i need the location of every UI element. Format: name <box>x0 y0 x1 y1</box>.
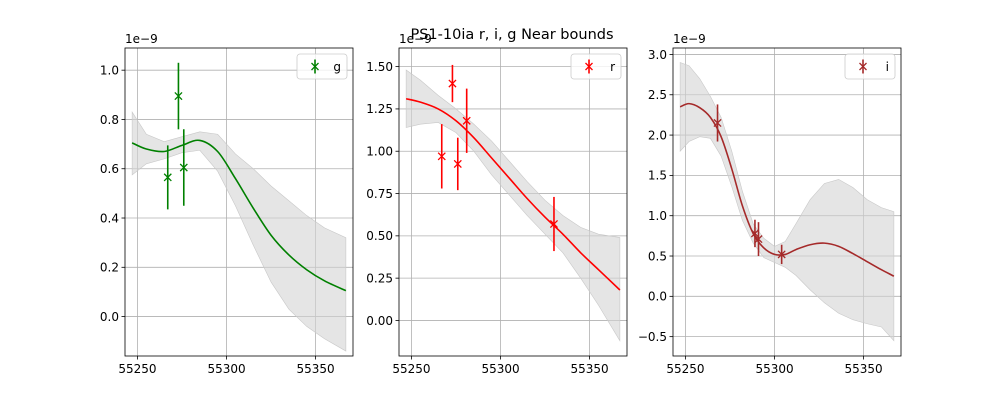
data-point-r-1 <box>448 64 457 103</box>
marker-g-1 <box>174 91 183 101</box>
y-tick-label-5: 1.0 <box>100 63 119 77</box>
marker-r-3 <box>462 116 471 125</box>
axes-frame-g <box>124 47 354 357</box>
y-tick-label-0: −0.5 <box>638 330 667 344</box>
confidence-band-i <box>679 62 895 342</box>
legend-box-i <box>844 53 896 80</box>
legend-label-i: i <box>886 60 889 74</box>
confidence-band-g <box>131 111 347 352</box>
panel-r: 55250 55300 55350 0.00 0.25 0.50 0.75 1.00 1.25 1… <box>366 32 628 376</box>
y-tick-label-6: 1.50 <box>366 60 393 74</box>
data-point-r-2 <box>453 137 462 191</box>
panel-i: 55250 55300 55350 −0.5 0.0 0.5 1.0 1.5 2.0 2.5 3.0… <box>638 32 902 376</box>
marker-r-1 <box>448 79 457 88</box>
y-tick-label-4: 0.8 <box>100 113 119 127</box>
data-point-i-2 <box>754 222 763 257</box>
data-point-r-0 <box>437 124 446 189</box>
x-tick-label-0: 55250 <box>118 362 156 376</box>
plot-area-i <box>679 62 895 342</box>
y-tick-label-7: 3.0 <box>648 48 667 62</box>
fit-line-i <box>679 102 895 277</box>
marker-r-4 <box>549 219 559 229</box>
y-tick-label-3: 0.75 <box>366 187 393 201</box>
legend-i: i <box>844 53 896 80</box>
y-tick-label-3: 1.0 <box>648 209 667 223</box>
x-tick-label-1: 55300 <box>755 362 793 376</box>
y-tick-label-2: 0.4 <box>100 211 119 225</box>
y-tick-label-6: 2.5 <box>648 88 667 102</box>
legend-box-g <box>296 53 348 80</box>
x-tick-label-2: 55350 <box>297 362 335 376</box>
x-tick-label-0: 55250 <box>392 362 430 376</box>
marker-r-0 <box>437 152 446 161</box>
y-offset-text-i: 1e−9 <box>673 32 706 46</box>
panels: 55250 55300 553500.00.20.40.60.81.01e−9g55… <box>100 32 902 376</box>
legend-r: r <box>570 53 622 80</box>
legend-g: g <box>296 53 348 80</box>
marker-g-2 <box>179 163 188 172</box>
data-point-g-1 <box>174 62 183 130</box>
data-point-r-4 <box>549 196 559 252</box>
y-tick-label-4: 1.5 <box>648 169 667 183</box>
x-tick-label-0: 55250 <box>666 362 704 376</box>
x-tick-label-2: 55350 <box>845 362 883 376</box>
y-tick-label-1: 0.0 <box>648 290 667 304</box>
legend-marker-r <box>585 62 593 71</box>
axes-frame-r <box>398 47 628 357</box>
legend-label-r: r <box>610 60 615 74</box>
x-tick-label-1: 55300 <box>207 362 245 376</box>
marker-i-2 <box>754 235 763 244</box>
figure-title: PS1-10ia r, i, g Near bounds <box>410 27 613 43</box>
x-tick-label-1: 55300 <box>481 362 519 376</box>
data-point-g-2 <box>179 129 188 206</box>
y-tick-label-5: 2.0 <box>648 128 667 142</box>
plot-area-r <box>405 64 621 342</box>
marker-i-0 <box>713 118 722 128</box>
axes-frame-i <box>672 47 902 357</box>
data-point-i-0 <box>713 104 722 142</box>
data-point-i-3 <box>777 244 786 265</box>
legend-box-r <box>570 53 622 80</box>
fit-line-g <box>131 139 347 292</box>
panel-g: 55250 55300 55350 0.0 0.2 0.4 0.6 0.8 1.0 1e−9 g <box>100 32 354 376</box>
y-tick-label-1: 0.2 <box>100 261 119 275</box>
plot-area-g <box>131 62 347 352</box>
data-point-g-0 <box>163 145 172 210</box>
y-tick-label-2: 0.5 <box>648 249 667 263</box>
y-tick-label-1: 0.25 <box>366 271 393 285</box>
legend-marker-g <box>311 62 319 71</box>
y-offset-text-g: 1e−9 <box>125 32 158 46</box>
marker-r-2 <box>453 159 462 168</box>
y-tick-label-3: 0.6 <box>100 162 119 176</box>
y-offset-text-r: 1e−9 <box>399 32 432 46</box>
confidence-band-r <box>405 69 621 342</box>
fit-line-r <box>405 97 621 291</box>
y-tick-label-4: 1.00 <box>366 145 393 159</box>
marker-g-0 <box>163 173 172 182</box>
y-tick-label-5: 1.25 <box>366 102 393 116</box>
y-tick-label-0: 0.0 <box>100 310 119 324</box>
legend-marker-i <box>859 62 867 71</box>
data-point-r-3 <box>462 88 471 153</box>
y-tick-label-0: 0.00 <box>366 314 393 328</box>
x-tick-label-2: 55350 <box>571 362 609 376</box>
y-tick-label-2: 0.50 <box>366 229 393 243</box>
marker-i-3 <box>777 250 786 259</box>
marker-i-1 <box>750 229 759 238</box>
legend-label-g: g <box>333 60 341 74</box>
